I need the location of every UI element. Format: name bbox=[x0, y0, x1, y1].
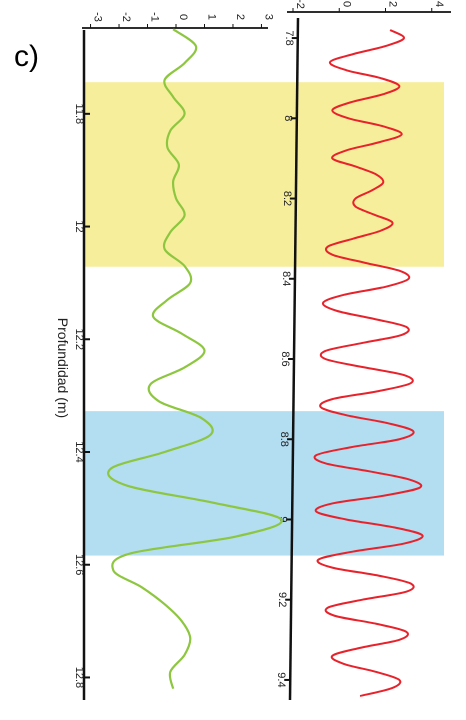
depth-axis-title: Profundidad (m) bbox=[55, 318, 71, 418]
bottom-depth-tick-label-2: 12 bbox=[73, 220, 85, 232]
bottom-amplitude-tick-label-2: -2 bbox=[120, 12, 132, 22]
bottom-amplitude-tick-label-6: 2 bbox=[234, 14, 246, 20]
bottom-amplitude-tick-label-4: 0 bbox=[177, 14, 189, 20]
bottom-series-line bbox=[107, 28, 283, 689]
top-depth-tick-label-6: 8.8 bbox=[278, 432, 290, 447]
bottom-amplitude-tick-label-3: -1 bbox=[149, 12, 161, 22]
bottom-depth-tick-label-3: 12.2 bbox=[73, 329, 85, 350]
axes-group: 7.888.28.48.68.899.29.4-2 0 2 411.81212.212… bbox=[73, 0, 451, 701]
curves-group bbox=[107, 28, 424, 697]
top-depth-tick-label-8: 9.2 bbox=[276, 592, 288, 607]
top-depth-tick-label-4: 8.4 bbox=[280, 271, 292, 286]
bottom-depth-tick-label-6: 12.8 bbox=[73, 667, 85, 688]
top-series-line bbox=[313, 29, 424, 697]
top-amplitude-tick-label-4: 4 bbox=[433, 1, 445, 7]
highlight-band-2 bbox=[84, 411, 444, 556]
top-amplitude-tick-label-2: 0 bbox=[340, 1, 352, 7]
top-depth-tick-label-2: 8 bbox=[282, 115, 294, 121]
top-depth-tick-label-7: 9 bbox=[277, 516, 289, 522]
bottom-depth-tick-label-4: 12.4 bbox=[73, 441, 85, 462]
highlight-band-1 bbox=[84, 82, 444, 267]
bottom-amplitude-tick-label-5: 1 bbox=[205, 14, 217, 20]
top-depth-tick-label-1: 7.8 bbox=[283, 30, 295, 45]
highlight-bands bbox=[84, 82, 444, 556]
top-depth-tick-label-3: 8.2 bbox=[281, 191, 293, 206]
bottom-depth-tick-label-5: 12.6 bbox=[73, 554, 85, 575]
bottom-amplitude-tick-label-7: 3 bbox=[262, 14, 274, 20]
top-amplitude-tick-label-1: -2 bbox=[294, 0, 306, 9]
top-amplitude-tick-label-3: 2 bbox=[387, 1, 399, 7]
bottom-depth-tick-label-1: 11.8 bbox=[73, 104, 85, 125]
top-depth-tick-label-9: 9.4 bbox=[275, 672, 287, 687]
bottom-amplitude-tick-label-1: -3 bbox=[92, 12, 104, 22]
panel-label: c) bbox=[14, 40, 39, 73]
top-depth-tick-label-5: 8.6 bbox=[279, 351, 291, 366]
